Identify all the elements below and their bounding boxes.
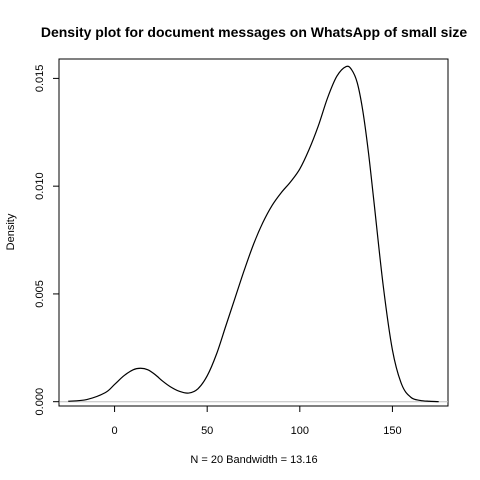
y-axis: 0.000 0.005 0.010 0.015 bbox=[34, 65, 60, 416]
y-tick-label: 0.000 bbox=[34, 388, 46, 416]
x-axis: 0 50 100 150 bbox=[112, 405, 402, 437]
y-tick-label: 0.015 bbox=[34, 65, 46, 93]
x-tick-label: 50 bbox=[201, 425, 213, 437]
chart-title: Density plot for document messages on Wh… bbox=[41, 24, 468, 40]
y-tick-label: 0.005 bbox=[34, 280, 46, 308]
y-axis-label: Density bbox=[5, 213, 17, 250]
x-tick-label: 0 bbox=[112, 425, 118, 437]
density-curve bbox=[68, 65, 439, 403]
plot-frame bbox=[58, 58, 449, 407]
x-tick-label: 150 bbox=[383, 425, 401, 437]
x-axis-label: N = 20 Bandwidth = 13.16 bbox=[190, 454, 317, 466]
y-tick-label: 0.010 bbox=[34, 172, 46, 200]
x-tick-label: 100 bbox=[291, 425, 309, 437]
